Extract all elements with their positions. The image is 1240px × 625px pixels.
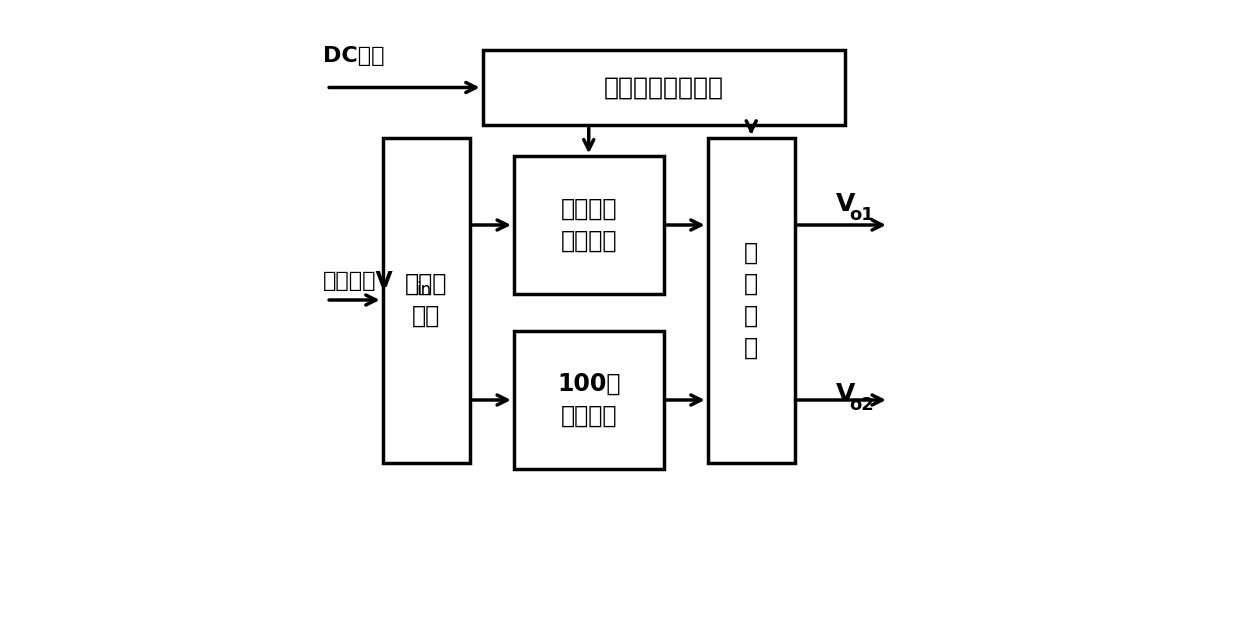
Text: o2: o2 — [849, 396, 874, 414]
Text: 直流电源处理电路: 直流电源处理电路 — [604, 76, 724, 99]
Text: V: V — [836, 192, 856, 216]
Text: V: V — [836, 382, 856, 406]
Text: DC输入: DC输入 — [324, 46, 384, 66]
Text: 两等分
电路: 两等分 电路 — [405, 272, 448, 328]
FancyBboxPatch shape — [382, 138, 470, 462]
FancyBboxPatch shape — [482, 50, 844, 125]
Text: o1: o1 — [849, 206, 874, 224]
FancyBboxPatch shape — [513, 331, 663, 469]
Text: 过压限幅
保护电路: 过压限幅 保护电路 — [560, 198, 618, 252]
Text: 输入信号V: 输入信号V — [324, 271, 394, 291]
FancyBboxPatch shape — [708, 138, 795, 462]
Text: in: in — [417, 281, 432, 299]
Text: 100倍
衰减电路: 100倍 衰减电路 — [557, 372, 620, 428]
FancyBboxPatch shape — [513, 156, 663, 294]
Text: 驱
动
电
路: 驱 动 电 路 — [744, 241, 759, 359]
